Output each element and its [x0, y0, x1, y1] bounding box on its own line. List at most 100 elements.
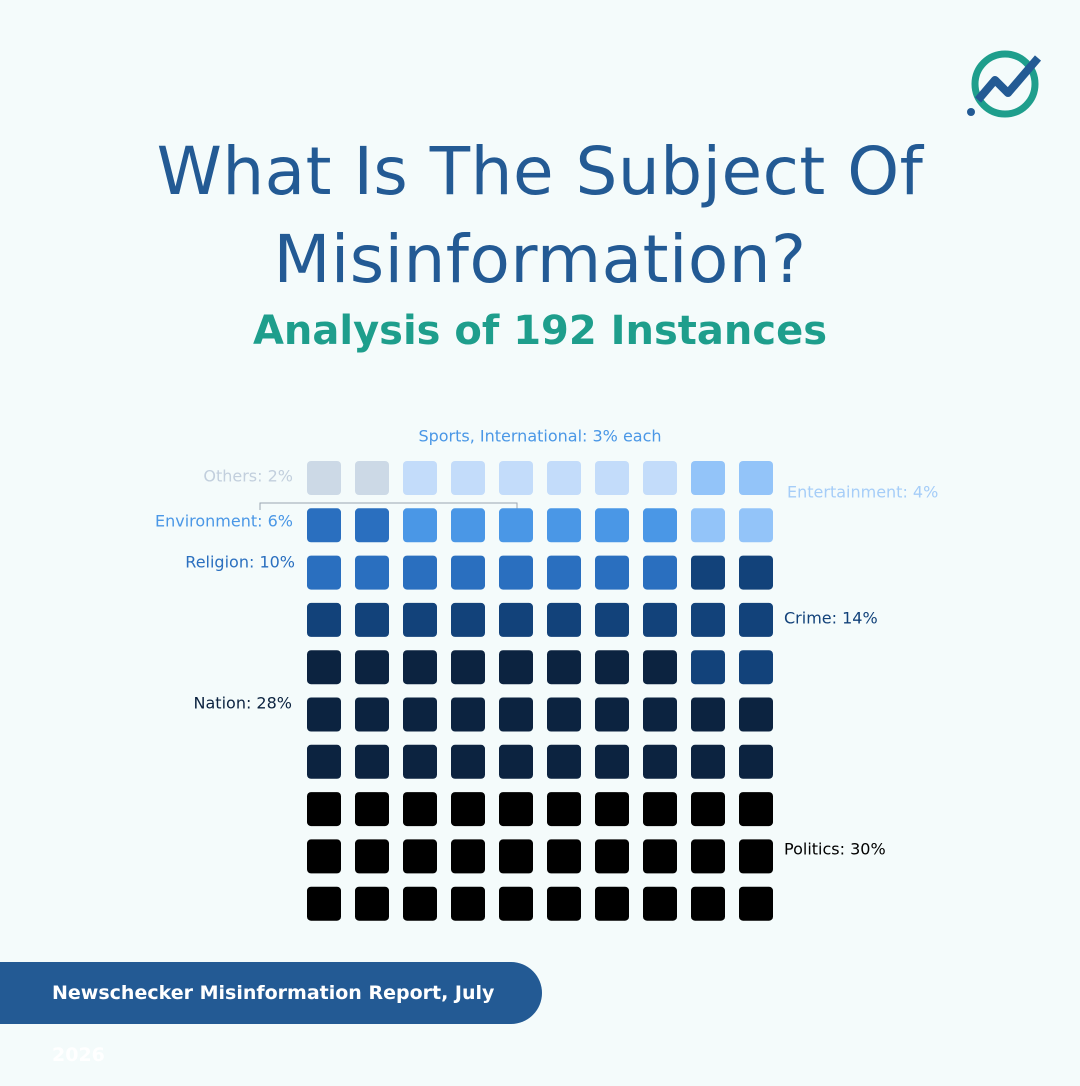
waffle-cell	[307, 886, 341, 921]
waffle-cell	[547, 839, 581, 874]
waffle-cell	[451, 744, 485, 779]
waffle-cell	[643, 555, 677, 590]
category-label: Environment: 6%	[155, 512, 293, 531]
waffle-cell	[739, 508, 773, 543]
waffle-cell	[691, 792, 725, 827]
category-label: Nation: 28%	[194, 694, 292, 713]
waffle-cell	[691, 697, 725, 732]
waffle-cell	[403, 461, 437, 495]
waffle-cell	[451, 650, 485, 685]
waffle-cell	[499, 744, 533, 779]
waffle-cell	[499, 650, 533, 685]
waffle-cell	[403, 650, 437, 685]
waffle-cell	[643, 650, 677, 685]
waffle-cell	[307, 697, 341, 732]
waffle-cell	[595, 886, 629, 921]
waffle-cell	[595, 602, 629, 637]
category-label: Others: 2%	[203, 467, 293, 486]
waffle-cell	[355, 508, 389, 543]
category-label: Crime: 14%	[784, 609, 878, 628]
waffle-cell	[547, 461, 581, 495]
waffle-cell	[499, 697, 533, 732]
waffle-cell	[595, 792, 629, 827]
waffle-cell	[643, 792, 677, 827]
waffle-cell	[739, 744, 773, 779]
waffle-cell	[403, 555, 437, 590]
waffle-cell	[643, 886, 677, 921]
waffle-cell	[739, 602, 773, 637]
waffle-cell	[355, 886, 389, 921]
waffle-cell	[499, 461, 533, 495]
waffle-cell	[547, 697, 581, 732]
waffle-cell	[451, 839, 485, 874]
waffle-cell	[595, 839, 629, 874]
waffle-cell	[547, 508, 581, 543]
waffle-cell	[403, 602, 437, 637]
waffle-cell	[643, 697, 677, 732]
waffle-cell	[595, 697, 629, 732]
waffle-cell	[403, 744, 437, 779]
waffle-cell	[643, 602, 677, 637]
category-label: Entertainment: 4%	[787, 483, 938, 502]
waffle-cell	[739, 555, 773, 590]
category-label: Sports, International: 3% each	[418, 427, 661, 446]
waffle-cell	[307, 555, 341, 590]
waffle-cell	[547, 886, 581, 921]
waffle-cell	[355, 461, 389, 495]
waffle-cell	[643, 744, 677, 779]
waffle-cell	[307, 744, 341, 779]
waffle-cell	[451, 555, 485, 590]
subtitle: Analysis of 192 Instances	[252, 308, 828, 354]
waffle-cell	[307, 461, 341, 495]
waffle-cell	[451, 602, 485, 637]
waffle-cell	[691, 508, 725, 543]
waffle-cell	[547, 792, 581, 827]
waffle-cell	[739, 650, 773, 685]
waffle-cell	[451, 508, 485, 543]
waffle-cell	[355, 650, 389, 685]
footer: Newschecker Misinformation Report, July …	[0, 962, 542, 1066]
waffle-cell	[403, 792, 437, 827]
waffle-cell	[691, 602, 725, 637]
waffle-cell	[403, 508, 437, 543]
waffle-cell	[451, 461, 485, 495]
waffle-cell	[595, 744, 629, 779]
waffle-cell	[739, 697, 773, 732]
waffle-cell	[595, 508, 629, 543]
category-label: Politics: 30%	[784, 840, 886, 859]
waffle-cell	[691, 886, 725, 921]
waffle-cell	[307, 602, 341, 637]
waffle-cell	[499, 886, 533, 921]
waffle-cell	[355, 555, 389, 590]
waffle-cell	[307, 792, 341, 827]
waffle-cell	[739, 886, 773, 921]
waffle-cell	[355, 792, 389, 827]
waffle-cell	[691, 555, 725, 590]
waffle-cell	[499, 839, 533, 874]
waffle-cell	[739, 792, 773, 827]
logo	[967, 50, 1042, 118]
waffle-cell	[451, 697, 485, 732]
waffle-cell	[643, 508, 677, 543]
bracket	[259, 502, 518, 510]
waffle-cell	[451, 886, 485, 921]
waffle-cell	[547, 744, 581, 779]
waffle-cell	[643, 461, 677, 495]
waffle-cell	[451, 792, 485, 827]
waffle-cell	[499, 508, 533, 543]
waffle-cell	[355, 602, 389, 637]
waffle-cell	[499, 555, 533, 590]
waffle-cell	[403, 886, 437, 921]
waffle-cell	[691, 744, 725, 779]
waffle-cell	[355, 744, 389, 779]
waffle-cell	[355, 697, 389, 732]
waffle-cell	[691, 650, 725, 685]
title: What Is The Subject Of Misinformation?	[156, 133, 924, 298]
waffle-cell	[547, 555, 581, 590]
waffle-cell	[307, 650, 341, 685]
waffle-cell	[691, 461, 725, 495]
waffle-cell	[691, 839, 725, 874]
waffle-cell	[307, 508, 341, 543]
waffle-cell	[403, 839, 437, 874]
